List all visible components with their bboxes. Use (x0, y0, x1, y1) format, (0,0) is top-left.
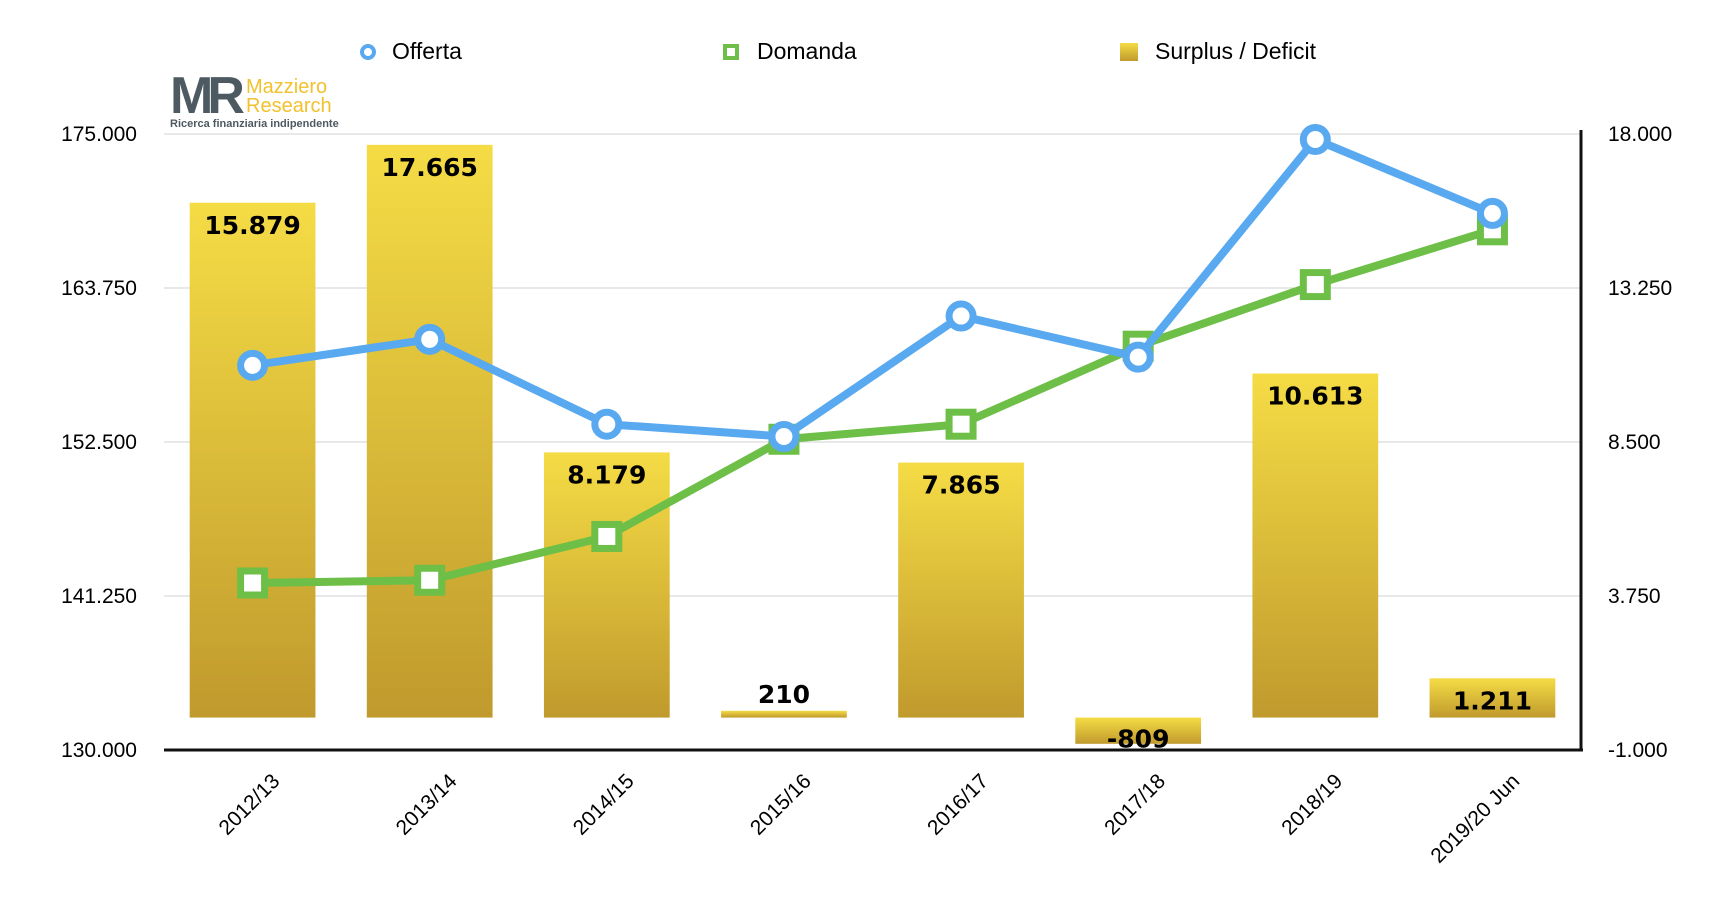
point-offerta (1299, 123, 1331, 155)
point-domanda (945, 408, 977, 440)
legend-item-offerta: Offerta (356, 38, 462, 65)
point-offerta (1122, 341, 1154, 373)
logo-tagline: Ricerca finanziaria indipendente (170, 118, 339, 130)
legend-item-domanda: Domanda (719, 38, 857, 65)
circle-marker-icon (360, 43, 376, 60)
bar-2014/15 (543, 452, 670, 718)
point-domanda (414, 564, 446, 596)
legend-item-surplus: Surplus / Deficit (1117, 38, 1316, 65)
bar-2019/20 Jun (1429, 678, 1556, 718)
x-tick-label: 2014/15 (569, 770, 639, 840)
point-offerta (591, 408, 623, 440)
bar-data-label: 7.865 (922, 471, 1001, 500)
point-offerta (237, 349, 269, 381)
legend-label: Surplus / Deficit (1155, 38, 1317, 64)
left-tick-label: 152.500 (61, 431, 137, 454)
point-offerta (1476, 197, 1508, 229)
logo-name: Mazziero Research (246, 76, 332, 117)
bar-swatch-icon (1120, 42, 1138, 61)
legend-label: Offerta (392, 38, 462, 64)
x-tick-label: 2016/17 (923, 770, 993, 840)
left-tick-label: 175.000 (61, 123, 137, 146)
bar-2015/16 (721, 710, 847, 718)
bar-data-label: 210 (758, 680, 810, 709)
left-tick-label: 141.250 (61, 585, 137, 608)
x-tick-label: 2019/20 Jun (1426, 770, 1524, 868)
bar-data-label: 17.665 (381, 153, 477, 182)
right-tick-label: 13.250 (1608, 277, 1672, 300)
point-offerta (768, 421, 800, 453)
left-tick-label: 130.000 (61, 739, 137, 762)
line-offerta (251, 135, 1494, 441)
right-tick-label: 18.000 (1608, 123, 1672, 146)
bar-2017/18 (1075, 717, 1202, 744)
bar-data-label: 1.211 (1453, 686, 1532, 715)
bar-data-label: 10.613 (1267, 381, 1363, 410)
logo-mark: MR (170, 67, 245, 125)
right-tick-label: 3.750 (1608, 585, 1661, 608)
right-tick-label: 8.500 (1608, 431, 1661, 454)
bar-data-label: 8.179 (567, 460, 646, 489)
mazziero-research-logo: MR Mazziero Research Ricerca finanziaria … (170, 70, 350, 130)
point-domanda (591, 520, 623, 552)
point-offerta (945, 300, 977, 332)
bar-2013/14 (366, 144, 493, 718)
x-tick-label: 2017/18 (1100, 770, 1170, 840)
x-tick-label: 2012/13 (215, 770, 285, 840)
right-tick-label: -1.000 (1608, 739, 1668, 762)
x-tick-label: 2018/19 (1277, 770, 1347, 840)
x-tick-label: 2013/14 (392, 769, 462, 839)
bar-data-label: 15.879 (204, 211, 300, 240)
line-domanda (252, 226, 1494, 587)
x-tick-label: 2015/16 (746, 770, 816, 840)
bar-2012/13 (189, 202, 316, 718)
square-marker-icon (723, 43, 739, 60)
legend-label: Domanda (757, 38, 857, 64)
left-tick-label: 163.750 (61, 277, 137, 300)
bar-2016/17 (898, 462, 1024, 718)
bar-2018/19 (1252, 373, 1379, 718)
point-offerta (414, 323, 446, 355)
point-domanda (1299, 269, 1331, 301)
point-domanda (237, 567, 269, 599)
